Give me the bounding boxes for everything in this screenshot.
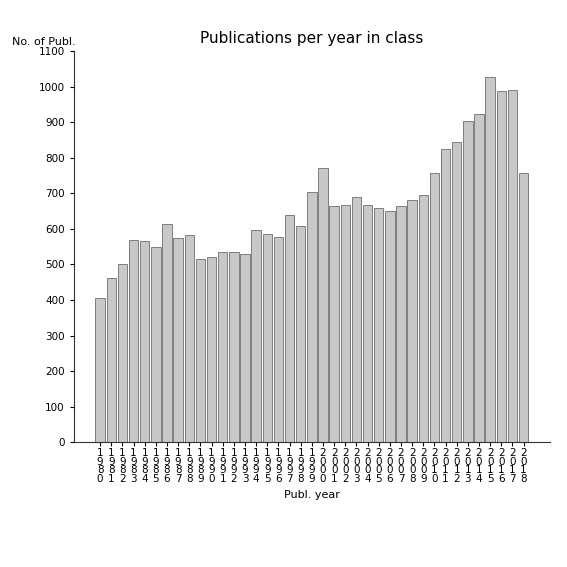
Bar — [207, 257, 216, 442]
Bar — [107, 278, 116, 442]
Bar — [430, 173, 439, 442]
Bar — [285, 215, 294, 442]
Bar — [251, 230, 261, 442]
Text: No. of Publ.: No. of Publ. — [12, 37, 75, 47]
Bar — [229, 252, 239, 442]
Bar — [151, 247, 160, 442]
Bar — [329, 206, 339, 442]
Bar — [296, 226, 306, 442]
Bar — [452, 142, 462, 442]
Bar — [408, 200, 417, 442]
Bar — [129, 239, 138, 442]
Bar — [363, 205, 373, 442]
Bar — [184, 235, 194, 442]
Bar — [507, 90, 517, 442]
X-axis label: Publ. year: Publ. year — [284, 490, 340, 500]
Bar — [95, 298, 105, 442]
Bar — [374, 208, 383, 442]
Bar — [474, 114, 484, 442]
Bar — [485, 77, 495, 442]
Bar — [263, 234, 272, 442]
Bar — [441, 149, 450, 442]
Bar — [140, 242, 150, 442]
Bar — [341, 205, 350, 442]
Bar — [240, 254, 249, 442]
Bar — [396, 206, 406, 442]
Title: Publications per year in class: Publications per year in class — [200, 31, 424, 46]
Bar — [117, 264, 127, 442]
Bar — [418, 195, 428, 442]
Bar — [497, 91, 506, 442]
Bar — [463, 121, 473, 442]
Bar — [174, 238, 183, 442]
Bar — [385, 211, 395, 442]
Bar — [318, 168, 328, 442]
Bar — [519, 173, 528, 442]
Bar — [162, 223, 172, 442]
Bar — [218, 252, 227, 442]
Bar — [352, 197, 361, 442]
Bar — [196, 259, 205, 442]
Bar — [274, 236, 283, 442]
Bar — [307, 192, 316, 442]
